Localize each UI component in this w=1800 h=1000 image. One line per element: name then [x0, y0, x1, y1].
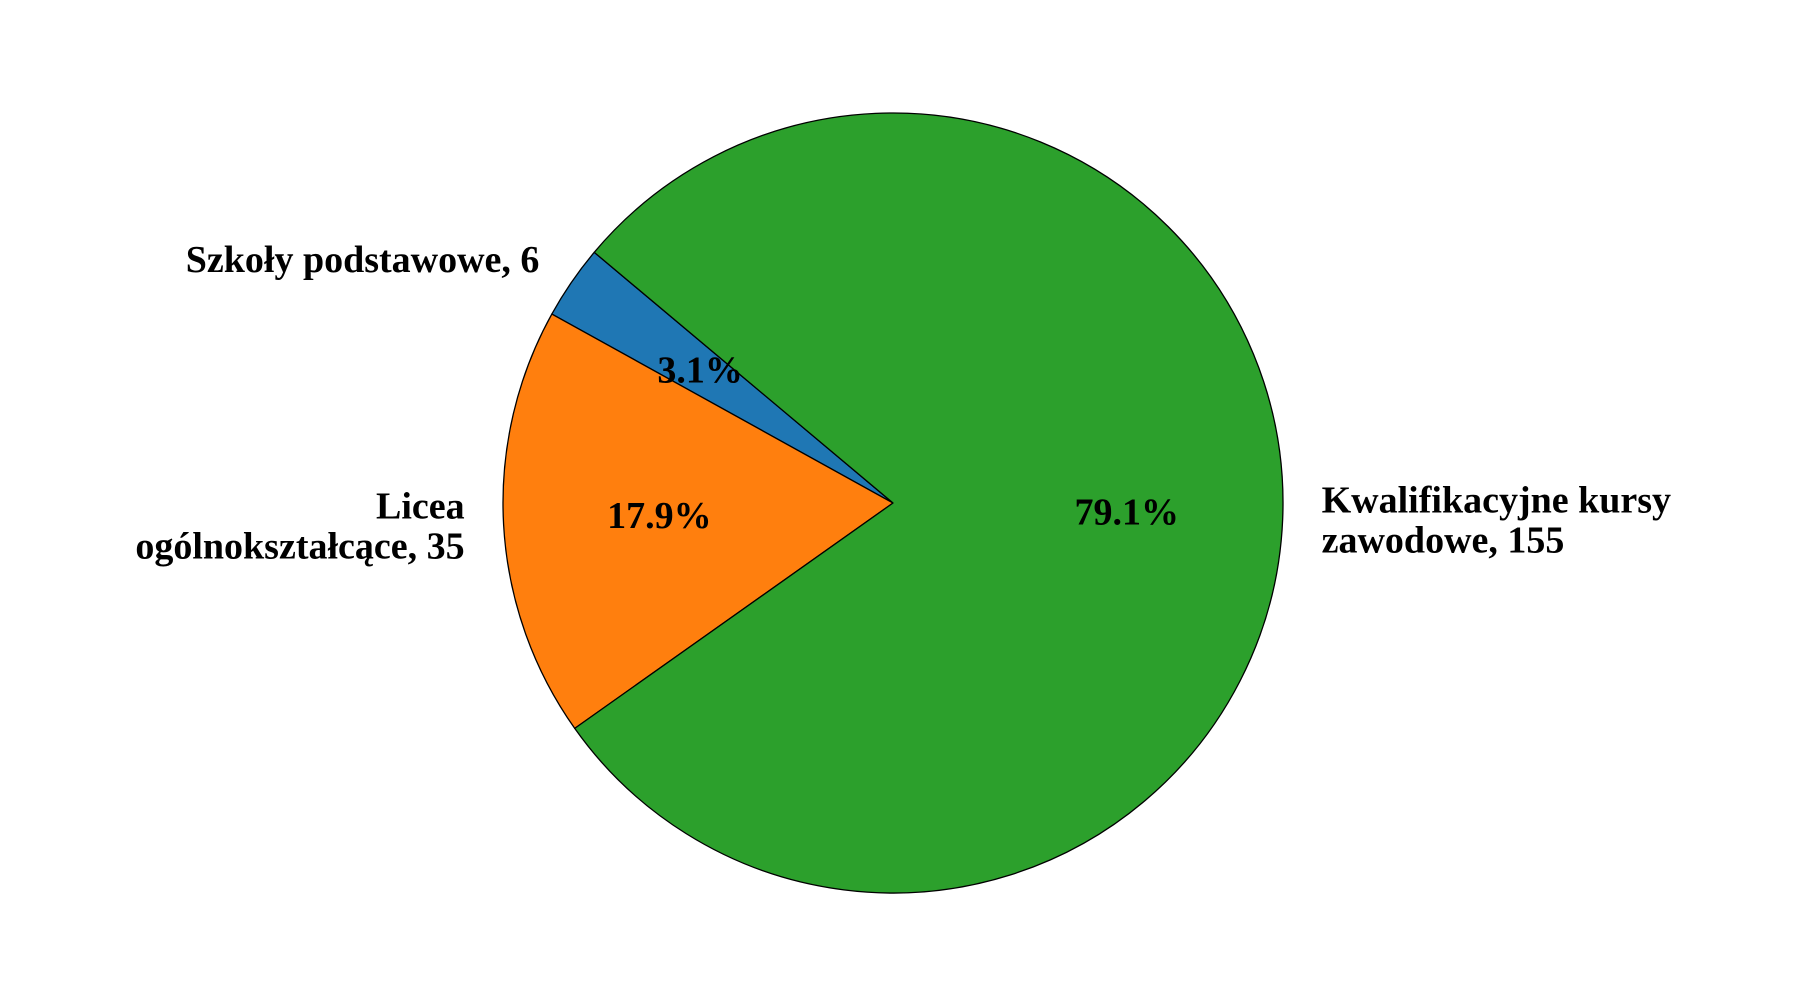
pie-labels: 3.1% Szkoły podstawowe, 6 17.9% Licea ogólno…: [135, 239, 1671, 568]
slice-category-label-line: Licea: [376, 486, 465, 528]
slice-category-label: Kwalifikacyjne kursy zawodowe, 155: [1322, 480, 1671, 562]
slice-category-label: Szkoły podstawowe, 6: [186, 239, 540, 281]
slice-percent-label: 17.9%: [607, 495, 712, 537]
pie-slice: [574, 112, 1284, 894]
slice-category-label-line: Szkoły podstawowe, 6: [186, 239, 540, 281]
slice-category-label: Licea ogólnokształcące, 35: [135, 486, 464, 568]
slice-percent-label: 3.1%: [657, 349, 743, 391]
slice-category-label-line: Kwalifikacyjne kursy: [1322, 480, 1671, 522]
pie-slices: [502, 112, 1284, 894]
slice-percent-label: 79.1%: [1075, 492, 1180, 534]
slice-category-label-line: zawodowe, 155: [1322, 520, 1565, 562]
pie-slice: [502, 313, 894, 730]
slice-category-label-line: ogólnokształcące, 35: [135, 526, 464, 568]
